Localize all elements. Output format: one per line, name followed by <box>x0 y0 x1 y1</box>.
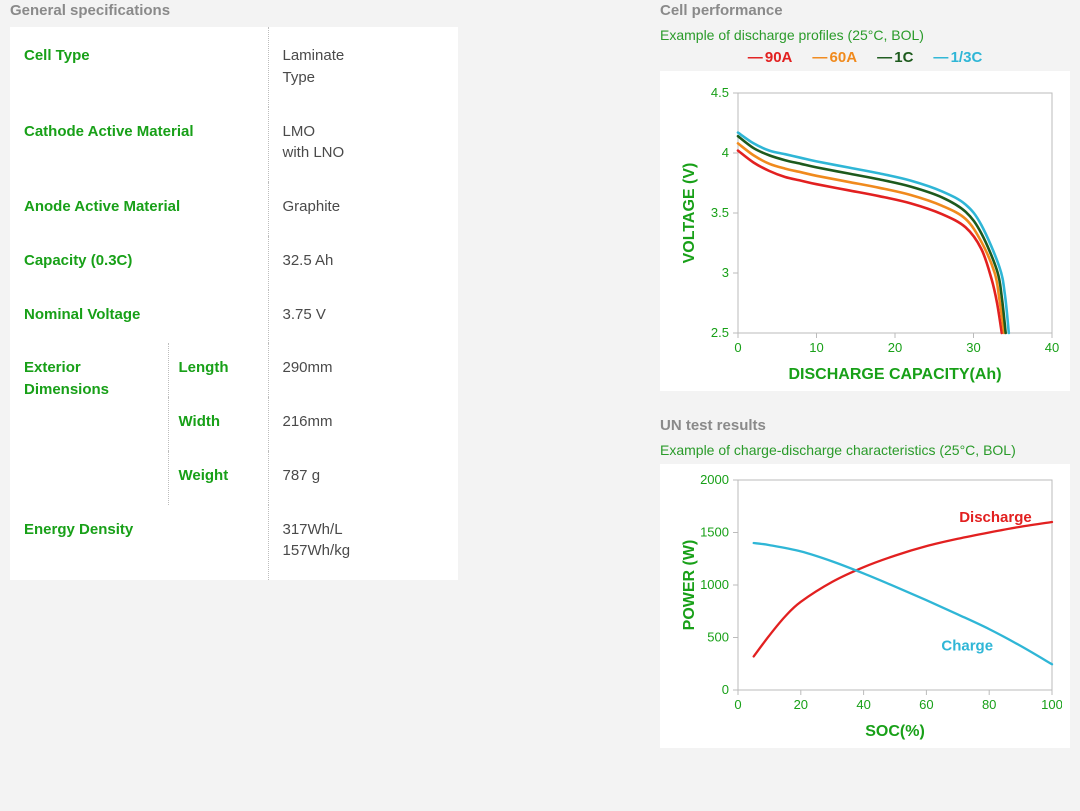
legend-item: — 90A <box>748 49 793 66</box>
svg-text:3.5: 3.5 <box>711 205 729 220</box>
svg-text:10: 10 <box>809 340 823 355</box>
spec-val: 317Wh/L157Wh/kg <box>268 505 458 581</box>
svg-text:3: 3 <box>722 265 729 280</box>
svg-text:Charge: Charge <box>941 638 993 655</box>
svg-text:Discharge: Discharge <box>959 509 1032 526</box>
chart1-plot: 0 10 20 30 40 2.5 3 3.5 4 4.5 DISCHARGE CAPACITY(A… <box>660 71 1070 391</box>
svg-text:2.5: 2.5 <box>711 325 729 340</box>
svg-text:80: 80 <box>982 697 996 712</box>
spec-val: 787 g <box>268 451 458 505</box>
spec-subkey: Width <box>168 397 268 451</box>
chart2-plot: 0204060801000500100015002000SOC(%)POWER … <box>660 464 1070 748</box>
spec-val: 290mm <box>268 343 458 397</box>
svg-text:40: 40 <box>856 697 870 712</box>
chart2-subtitle: Example of charge-discharge characterist… <box>660 442 1070 458</box>
svg-text:1500: 1500 <box>700 525 729 540</box>
svg-text:0: 0 <box>734 340 741 355</box>
spec-key-dims: ExteriorDimensions <box>10 343 168 504</box>
chart1-heading: Cell performance <box>660 2 1070 19</box>
svg-text:4.5: 4.5 <box>711 85 729 100</box>
svg-text:DISCHARGE CAPACITY(Ah): DISCHARGE CAPACITY(Ah) <box>788 366 1001 383</box>
general-specs-section: General specifications Cell TypeLaminate… <box>10 2 458 580</box>
svg-text:20: 20 <box>794 697 808 712</box>
spec-key: Cell Type <box>10 27 268 107</box>
svg-text:VOLTAGE (V): VOLTAGE (V) <box>681 163 698 264</box>
svg-text:SOC(%): SOC(%) <box>865 723 925 740</box>
svg-text:40: 40 <box>1045 340 1059 355</box>
spec-val: Graphite <box>268 182 458 236</box>
svg-text:POWER (W): POWER (W) <box>681 540 698 631</box>
spec-val: LMOwith LNO <box>268 107 458 183</box>
svg-text:30: 30 <box>966 340 980 355</box>
legend-item: — 1/3C <box>933 49 982 66</box>
spec-key: Energy Density <box>10 505 268 581</box>
spec-subkey: Weight <box>168 451 268 505</box>
spec-val: LaminateType <box>268 27 458 107</box>
svg-text:20: 20 <box>888 340 902 355</box>
spec-key: Anode Active Material <box>10 182 268 236</box>
chart2-heading: UN test results <box>660 417 1070 434</box>
specs-heading: General specifications <box>10 2 458 19</box>
spec-key: Cathode Active Material <box>10 107 268 183</box>
svg-text:0: 0 <box>722 682 729 697</box>
svg-text:100: 100 <box>1041 697 1062 712</box>
spec-key: Nominal Voltage <box>10 290 268 344</box>
chart1-subtitle: Example of discharge profiles (25°C, BOL… <box>660 27 1070 43</box>
svg-text:0: 0 <box>734 697 741 712</box>
spec-subkey: Length <box>168 343 268 397</box>
svg-text:500: 500 <box>707 630 729 645</box>
chart2-block: UN test results Example of charge-discha… <box>660 417 1070 748</box>
spec-key: Capacity (0.3C) <box>10 236 268 290</box>
spec-val: 216mm <box>268 397 458 451</box>
specs-table: Cell TypeLaminateTypeCathode Active Mate… <box>10 27 458 580</box>
spec-val: 3.75 V <box>268 290 458 344</box>
chart1-block: Cell performance Example of discharge pr… <box>660 2 1070 391</box>
svg-text:60: 60 <box>919 697 933 712</box>
chart1-legend: — 90A — 60A — 1C — 1/3C <box>660 49 1070 67</box>
legend-item: — 1C <box>877 49 913 66</box>
charts-column: Cell performance Example of discharge pr… <box>660 2 1070 774</box>
svg-text:4: 4 <box>722 145 729 160</box>
spec-val: 32.5 Ah <box>268 236 458 290</box>
svg-text:1000: 1000 <box>700 577 729 592</box>
svg-text:2000: 2000 <box>700 472 729 487</box>
legend-item: — 60A <box>812 49 857 66</box>
